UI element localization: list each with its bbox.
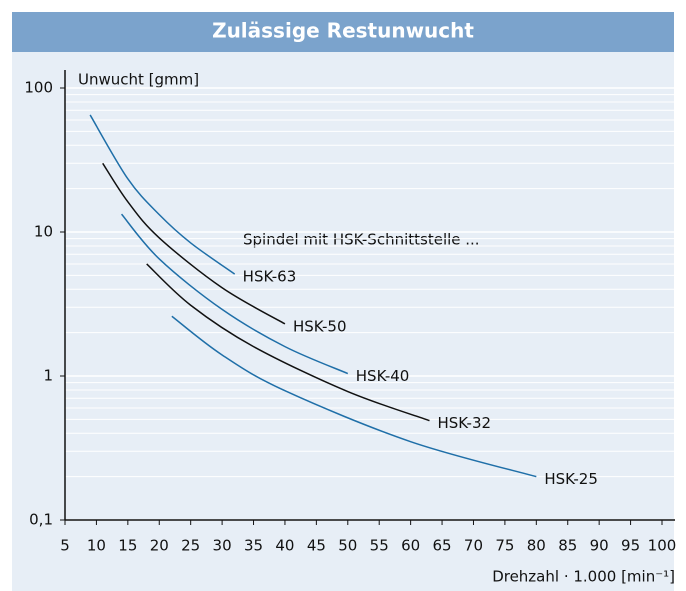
x-tick-label: 10 bbox=[87, 537, 106, 555]
series-line bbox=[102, 162, 286, 325]
x-tick-label: 20 bbox=[150, 537, 169, 555]
x-tick-label: 95 bbox=[621, 537, 640, 555]
x-tick-label: 75 bbox=[495, 537, 514, 555]
x-tick-label: 30 bbox=[213, 537, 232, 555]
y-tick-label: 0,1 bbox=[29, 511, 53, 529]
annotation: Spindel mit HSK-Schnittstelle ... bbox=[243, 231, 480, 249]
x-axis-label: Drehzahl · 1.000 [min⁻¹] bbox=[492, 568, 675, 586]
x-tick-label: 70 bbox=[464, 537, 483, 555]
x-tick-label: 100 bbox=[648, 537, 677, 555]
series-line bbox=[146, 263, 430, 422]
series-label: HSK-32 bbox=[437, 414, 491, 432]
x-tick-label: 25 bbox=[181, 537, 200, 555]
x-tick-label: 65 bbox=[433, 537, 452, 555]
x-tick-label: 80 bbox=[527, 537, 546, 555]
series-label: HSK-40 bbox=[356, 367, 410, 385]
y-tick-label: 1 bbox=[43, 367, 53, 385]
title-bar bbox=[12, 12, 674, 52]
plot-background bbox=[12, 52, 674, 591]
x-tick-label: 40 bbox=[275, 537, 294, 555]
x-tick-label: 90 bbox=[590, 537, 609, 555]
x-tick-label: 35 bbox=[244, 537, 263, 555]
y-tick-label: 10 bbox=[34, 223, 53, 241]
series-label: HSK-25 bbox=[544, 470, 598, 488]
y-tick-label: 100 bbox=[24, 79, 53, 97]
chart-title: Zulässige Restunwucht bbox=[212, 19, 474, 43]
series-label: HSK-50 bbox=[293, 317, 347, 335]
x-tick-label: 50 bbox=[338, 537, 357, 555]
x-tick-label: 60 bbox=[401, 537, 420, 555]
x-tick-label: 15 bbox=[118, 537, 137, 555]
series-label: HSK-63 bbox=[243, 268, 297, 286]
x-tick-label: 5 bbox=[60, 537, 70, 555]
x-tick-label: 85 bbox=[558, 537, 577, 555]
series-line bbox=[89, 114, 236, 275]
x-tick-label: 45 bbox=[307, 537, 326, 555]
y-axis-label: Unwucht [gmm] bbox=[78, 71, 199, 89]
series-line bbox=[120, 213, 349, 375]
x-tick-label: 55 bbox=[370, 537, 389, 555]
series-line bbox=[171, 315, 537, 478]
